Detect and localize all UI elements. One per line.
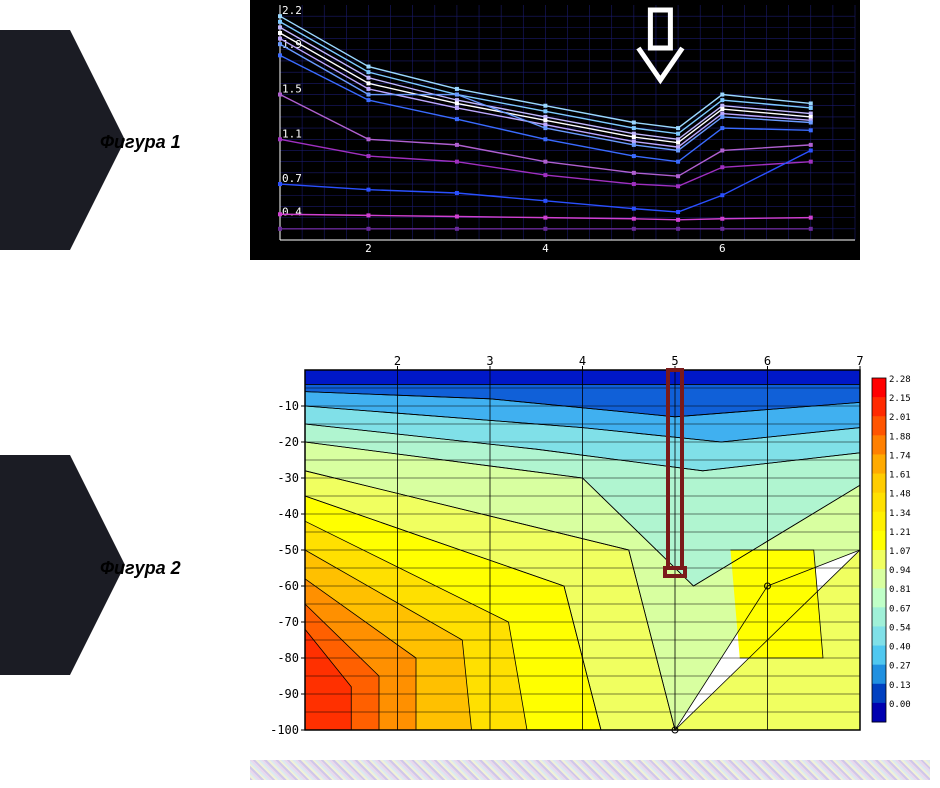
svg-text:0.40: 0.40 [889, 643, 911, 653]
svg-text:-80: -80 [277, 651, 299, 665]
svg-text:-20: -20 [277, 435, 299, 449]
svg-text:0.00: 0.00 [889, 700, 911, 710]
svg-text:1.1: 1.1 [282, 127, 302, 140]
svg-text:2: 2 [394, 354, 401, 368]
svg-text:2.2: 2.2 [282, 4, 302, 17]
svg-text:-30: -30 [277, 471, 299, 485]
line-chart: 0.40.71.11.51.92.2246 [250, 0, 860, 260]
svg-text:6: 6 [764, 354, 771, 368]
svg-text:1.74: 1.74 [889, 451, 911, 461]
noise-strip [250, 760, 930, 780]
svg-text:-60: -60 [277, 579, 299, 593]
figure2-label: Фигура 2 [100, 558, 181, 579]
svg-text:1.21: 1.21 [889, 528, 911, 538]
svg-text:2.15: 2.15 [889, 394, 911, 404]
svg-text:1.61: 1.61 [889, 471, 911, 481]
svg-text:0.54: 0.54 [889, 623, 911, 633]
contour-heatmap: -10 -20 -30 -40 -50 -60 -70 -80 -90 -100 2 3 4 5 6 7 2.2… [250, 350, 930, 740]
svg-text:0.94: 0.94 [889, 566, 911, 576]
svg-text:6: 6 [719, 242, 726, 255]
svg-text:-70: -70 [277, 615, 299, 629]
svg-text:2: 2 [365, 242, 372, 255]
chevron-marker [0, 455, 70, 675]
svg-text:0.7: 0.7 [282, 172, 302, 185]
svg-text:-100: -100 [270, 723, 299, 737]
svg-text:2.28: 2.28 [889, 375, 911, 385]
svg-text:-40: -40 [277, 507, 299, 521]
svg-text:1.88: 1.88 [889, 432, 911, 442]
svg-text:1.34: 1.34 [889, 509, 911, 519]
svg-text:5: 5 [671, 354, 678, 368]
svg-text:0.27: 0.27 [889, 662, 911, 672]
svg-text:0.4: 0.4 [282, 206, 302, 219]
svg-text:4: 4 [579, 354, 586, 368]
svg-text:3: 3 [486, 354, 493, 368]
svg-text:0.81: 0.81 [889, 585, 911, 595]
svg-text:-10: -10 [277, 399, 299, 413]
svg-text:-50: -50 [277, 543, 299, 557]
svg-text:2.01: 2.01 [889, 413, 911, 423]
svg-text:-90: -90 [277, 687, 299, 701]
svg-text:4: 4 [542, 242, 549, 255]
svg-text:0.13: 0.13 [889, 681, 911, 691]
svg-text:1.5: 1.5 [282, 83, 302, 96]
svg-text:7: 7 [856, 354, 863, 368]
svg-text:1.07: 1.07 [889, 547, 911, 557]
svg-text:0.67: 0.67 [889, 604, 911, 614]
figure1-label: Фигура 1 [100, 132, 181, 153]
chevron-marker [0, 30, 70, 250]
svg-text:1.48: 1.48 [889, 490, 911, 500]
